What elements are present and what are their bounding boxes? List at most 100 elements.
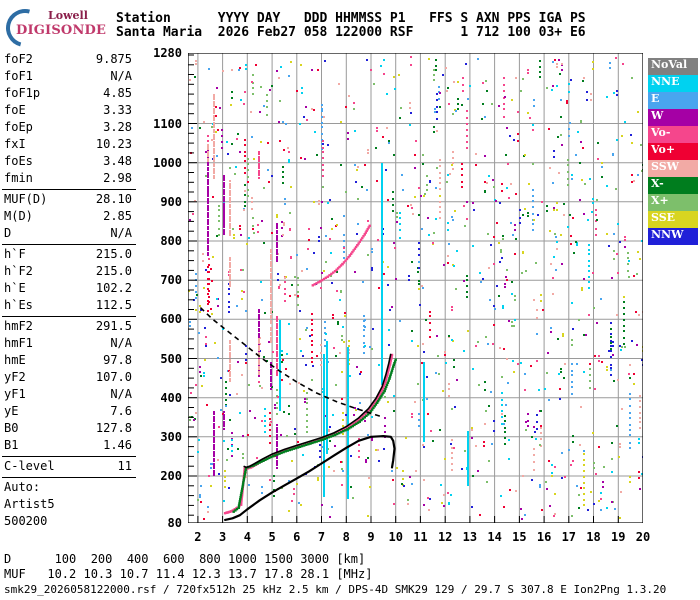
x-tick-label: 15 — [512, 530, 527, 544]
param-value: 28.10 — [95, 192, 132, 206]
param-value: N/A — [110, 387, 132, 401]
param-row-fxi: fxI 10.23 — [2, 136, 136, 153]
legend-item-noval[interactable]: NoVal — [648, 58, 698, 75]
plot-traces — [199, 224, 397, 521]
station-header: Station YYYY DAY DDD HHMMSS P1 FFS S AXN… — [116, 12, 586, 40]
param-key: fmin — [4, 171, 33, 185]
x-tick-label: 9 — [367, 530, 375, 544]
muf-table-line1: D 100 200 400 600 800 1000 1500 3000 [km… — [4, 552, 366, 566]
plot-noise-speckle — [188, 56, 643, 520]
x-tick-label: 16 — [536, 530, 552, 544]
param-value: 3.48 — [103, 154, 132, 168]
param-key: B0 — [4, 421, 19, 435]
legend-item-nne[interactable]: NNE — [648, 75, 698, 92]
param-key: foF1p — [4, 86, 41, 100]
param-key: h`E — [4, 281, 26, 295]
x-tick-label: 20 — [635, 530, 651, 544]
param-row-b1: B1 1.46 — [2, 437, 136, 454]
param-group: hmF2 291.5 hmF1 N/A hmE 97.8 yF2 107.0 yF1 N/A yE 7… — [2, 316, 136, 456]
ionogram-svg — [188, 53, 643, 523]
legend-item-ssw[interactable]: SSW — [648, 160, 698, 177]
param-key: hmF1 — [4, 336, 33, 350]
param-group: C-level 11 — [2, 456, 136, 477]
param-key: fxI — [4, 137, 26, 151]
param-key: foE — [4, 103, 26, 117]
param-note-line: Auto: — [4, 480, 41, 494]
param-row-he: h`E 102.2 — [2, 280, 136, 297]
param-value: 127.8 — [95, 421, 132, 435]
ionogram-parameter-panel: foF2 9.875 foF1 N/A foF1p 4.85 foE 3.33 foEp 3.28… — [2, 50, 136, 532]
param-row-hme: hmE 97.8 — [2, 352, 136, 369]
x-tick-label: 3 — [218, 530, 227, 544]
y-tick-label: 1000 — [153, 155, 182, 170]
legend-item-x[interactable]: X+ — [648, 194, 698, 211]
legend-item-nnw[interactable]: NNW — [648, 228, 698, 245]
x-tick-label: 5 — [268, 530, 276, 544]
param-row-d: D N/A — [2, 225, 136, 242]
param-key: M(D) — [4, 209, 33, 223]
plot-gridlines — [188, 53, 643, 523]
param-row-fmin: fmin 2.98 — [2, 170, 136, 187]
logo-lowell-text: Lowell — [48, 9, 88, 22]
param-group: Auto: Artist5 500200 — [2, 477, 136, 532]
param-key: foEs — [4, 154, 33, 168]
param-key: hmE — [4, 353, 26, 367]
param-note-line: Artist5 — [4, 497, 55, 511]
param-value: 3.28 — [103, 120, 132, 134]
param-row-mufd: MUF(D) 28.10 — [2, 191, 136, 208]
x-tick-label: 18 — [586, 530, 601, 544]
param-key: h`F — [4, 247, 26, 261]
param-row-yf1: yF1 N/A — [2, 386, 136, 403]
param-row-hf2: h`F2 215.0 — [2, 263, 136, 280]
x-tick-label: 2 — [194, 530, 202, 544]
param-value: 112.5 — [95, 298, 132, 312]
param-key: yF1 — [4, 387, 26, 401]
y-tick-label: 800 — [160, 234, 182, 248]
lowell-digisonde-logo: Lowell DIGISONDE — [0, 2, 108, 54]
param-group: MUF(D) 28.10 M(D) 2.85 D N/A — [2, 189, 136, 244]
legend-item-w[interactable]: W — [648, 109, 698, 126]
x-tick-label: 11 — [413, 530, 428, 544]
param-value: 107.0 — [95, 370, 132, 384]
doppler-legend: NoVal NNE E W Vo- Vo+ SSW X- X+ SSE NNW — [648, 58, 698, 245]
y-tick-label: 400 — [160, 390, 182, 405]
param-row-foep: foEp 3.28 — [2, 119, 136, 136]
param-row-fof1p: foF1p 4.85 — [2, 85, 136, 102]
legend-item-sse[interactable]: SSE — [648, 211, 698, 228]
param-value: 97.8 — [103, 353, 132, 367]
param-value: 215.0 — [95, 247, 132, 261]
legend-item-x[interactable]: X- — [648, 177, 698, 194]
muf-table-line2: MUF 10.2 10.3 10.7 11.4 12.3 13.7 17.8 2… — [4, 567, 373, 581]
legend-item-vo[interactable]: Vo+ — [648, 143, 698, 160]
y-tick-label: 200 — [160, 469, 182, 483]
station-header-line1: Station YYYY DAY DDD HHMMSS P1 FFS S AXN… — [116, 11, 586, 26]
param-row-b0: B0 127.8 — [2, 420, 136, 437]
x-tick-label: 6 — [293, 530, 301, 544]
param-value: 2.85 — [103, 209, 132, 223]
param-key: h`F2 — [4, 264, 33, 278]
param-key: yF2 — [4, 370, 26, 384]
param-value: 10.23 — [95, 137, 132, 151]
param-key: foF1 — [4, 69, 33, 83]
param-key: yE — [4, 404, 19, 418]
param-key: foF2 — [4, 52, 33, 66]
param-value: 4.85 — [103, 86, 132, 100]
source-file-line: smk29_2026058122000.rsf / 720fx512h 25 k… — [4, 583, 667, 596]
y-tick-label: 80 — [167, 516, 182, 530]
param-key: B1 — [4, 438, 19, 452]
legend-item-e[interactable]: E — [648, 92, 698, 109]
param-row-hmf2: hmF2 291.5 — [2, 318, 136, 335]
y-tick-label: 300 — [160, 429, 182, 444]
param-row-md: M(D) 2.85 — [2, 208, 136, 225]
param-value: 9.875 — [95, 52, 132, 66]
param-row-fof2: foF2 9.875 — [2, 51, 136, 68]
plot-axis-ticks — [188, 54, 643, 523]
legend-item-vo[interactable]: Vo- — [648, 126, 698, 143]
x-tick-label: 13 — [462, 530, 478, 544]
x-tick-label: 10 — [388, 530, 403, 544]
y-tick-label: 600 — [160, 312, 182, 327]
param-value: 215.0 — [95, 264, 132, 278]
param-row-ye: yE 7.6 — [2, 403, 136, 420]
param-key: C-level — [4, 459, 55, 473]
param-key: hmF2 — [4, 319, 33, 333]
